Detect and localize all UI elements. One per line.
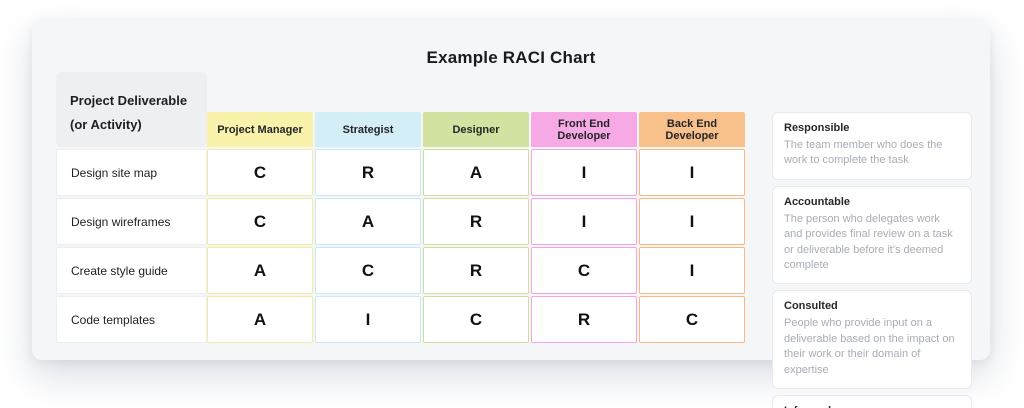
raci-cell: R xyxy=(315,149,421,196)
raci-cell: I xyxy=(315,296,421,343)
legend-description: The person who delegates work and provid… xyxy=(784,212,953,271)
raci-cell: C xyxy=(207,198,313,245)
legend-card-accountable: Accountable The person who delegates wor… xyxy=(772,185,972,285)
column-header-back-end-developer: Back End Developer xyxy=(639,112,745,147)
row-label-design-wireframes: Design wireframes xyxy=(56,198,207,245)
corner-header-line1: Project Deliverable xyxy=(70,93,188,108)
raci-cell: C xyxy=(423,296,529,343)
raci-cell: C xyxy=(315,247,421,294)
raci-cell: C xyxy=(207,149,313,196)
row-label-design-site-map: Design site map xyxy=(56,149,207,196)
raci-cell: I xyxy=(531,198,637,245)
legend-card-informed: Informed People who need to be kept in t… xyxy=(772,394,972,408)
raci-cell: C xyxy=(639,296,745,343)
raci-cell: I xyxy=(531,149,637,196)
legend-description: People who provide input on a deliverabl… xyxy=(784,317,955,376)
column-header-designer: Designer xyxy=(423,112,529,147)
raci-cell: A xyxy=(207,296,313,343)
raci-cell: R xyxy=(531,296,637,343)
raci-cell: I xyxy=(639,198,745,245)
raci-cell: I xyxy=(639,247,745,294)
legend-title: Responsible xyxy=(784,122,850,134)
raci-cell: I xyxy=(639,149,745,196)
raci-cell: A xyxy=(423,149,529,196)
row-label-create-style-guide: Create style guide xyxy=(56,247,207,294)
page-title: Example RACI Chart xyxy=(426,48,596,67)
legend-card-consulted: Consulted People who provide input on a … xyxy=(772,290,972,389)
column-header-front-end-developer: Front End Developer xyxy=(531,112,637,147)
raci-cell: R xyxy=(423,247,529,294)
legend-card-responsible: Responsible The team member who does the… xyxy=(772,112,972,180)
legend-description: The team member who does the work to com… xyxy=(784,139,943,167)
raci-cell: A xyxy=(315,198,421,245)
column-header-strategist: Strategist xyxy=(315,112,421,147)
table-corner-header: Project Deliverable (or Activity) xyxy=(56,72,207,147)
row-label-code-templates: Code templates xyxy=(56,296,207,343)
column-headers: Project Manager Strategist Designer Fron… xyxy=(207,112,745,147)
raci-card: Example RACI Chart Project Deliverable (… xyxy=(32,20,990,408)
column-header-project-manager: Project Manager xyxy=(207,112,313,147)
corner-header-line2: (or Activity) xyxy=(70,117,142,132)
legend-title: Consulted xyxy=(784,300,838,313)
legend-title: Accountable xyxy=(784,195,851,208)
raci-cell: R xyxy=(423,198,529,245)
raci-cell: A xyxy=(207,247,313,294)
row-labels: Design site map Design wireframes Create… xyxy=(56,149,207,343)
raci-legend: Responsible The team member who does the… xyxy=(772,112,972,408)
legend-title: Informed xyxy=(784,405,960,408)
raci-cell: C xyxy=(531,247,637,294)
raci-matrix: C R A I I C A R I I A C R C I A I C R C xyxy=(207,149,745,343)
